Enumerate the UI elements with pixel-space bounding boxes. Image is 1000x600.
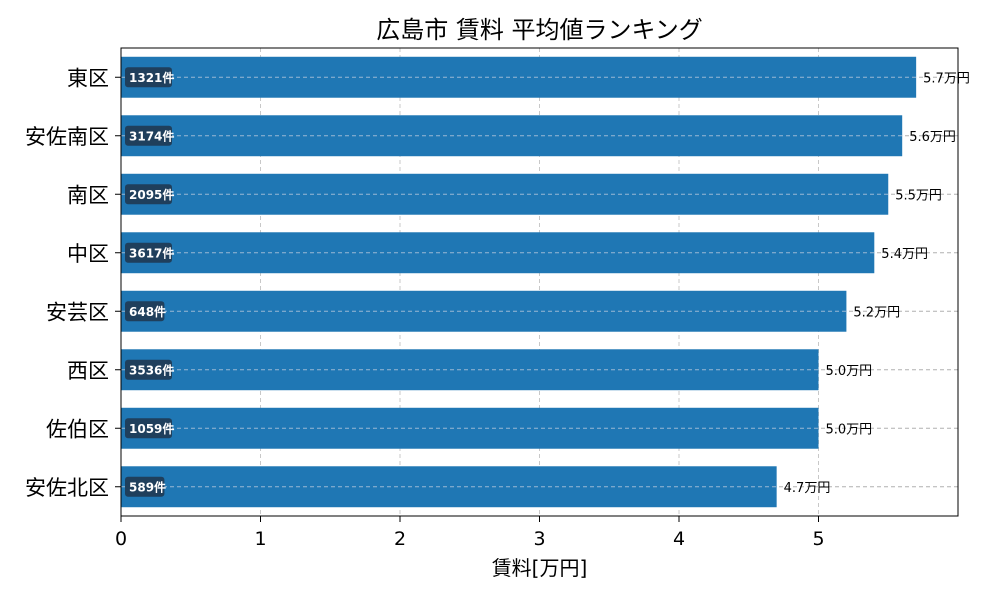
count-badge [125,184,172,205]
value-label: 5.2万円 [853,305,900,320]
bars: 5.7万円 1321件 5.6万円 3174件 5.5万円 2095件 5.4万円 3617件… [121,56,970,508]
bar [121,115,903,157]
count-label: 2095件 [129,187,174,202]
bar [121,232,875,274]
value-label: 4.7万円 [784,481,831,496]
category-label: 南区 [67,183,109,207]
chart-title: 広島市 賃料 平均値ランキング [376,16,703,44]
count-label: 3617件 [129,245,174,260]
count-badge [125,242,172,263]
x-axis: 0 1 2 3 4 5 [115,516,825,550]
x-tick-label: 2 [394,528,406,550]
category-label: 東区 [67,66,109,90]
bar [121,407,819,449]
category-label: 佐伯区 [46,417,109,441]
category-label: 安佐南区 [25,125,109,149]
count-badge [125,359,172,380]
value-label: 5.6万円 [909,130,956,145]
count-badge [125,301,165,322]
category-label: 安佐北区 [25,476,109,500]
value-label: 5.7万円 [923,71,970,86]
bar [121,56,917,98]
count-label: 1321件 [129,70,174,85]
count-label: 648件 [129,304,166,319]
x-tick-label: 4 [673,528,685,550]
value-label: 5.5万円 [895,188,942,203]
count-badge [125,67,172,88]
x-tick-label: 1 [254,528,266,550]
x-tick-label: 5 [812,528,824,550]
count-label: 1059件 [129,421,174,436]
count-label: 3536件 [129,362,174,377]
count-badge [125,476,165,497]
category-label: 安芸区 [46,300,109,324]
count-label: 589件 [129,479,166,494]
category-label: 中区 [67,242,109,266]
x-tick-label: 0 [115,528,127,550]
category-label: 西区 [67,359,109,383]
x-axis-label: 賃料[万円] [492,556,588,580]
count-badge [125,418,172,439]
x-tick-label: 3 [533,528,545,550]
value-label: 5.0万円 [826,364,873,379]
value-label: 5.0万円 [826,422,873,437]
count-label: 3174件 [129,128,174,143]
count-badge [125,125,172,146]
value-label: 5.4万円 [881,247,928,262]
bar [121,349,819,391]
